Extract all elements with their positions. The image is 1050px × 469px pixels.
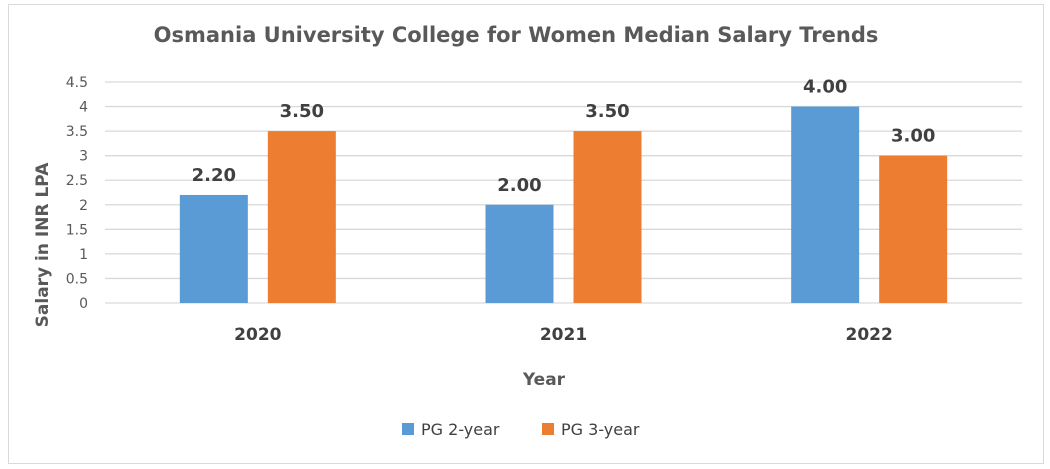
x-tick-label: 2022 xyxy=(846,325,893,345)
y-tick-label: 3.5 xyxy=(66,124,88,140)
y-tick-label: 1 xyxy=(79,247,88,263)
data-label: 2.00 xyxy=(497,175,541,196)
bar-pg-3-year-2020 xyxy=(267,131,336,303)
legend-label: PG 3-year xyxy=(561,420,640,439)
y-tick-label: 2 xyxy=(79,198,88,214)
x-axis-label: Year xyxy=(522,370,566,390)
y-tick-label: 3 xyxy=(79,149,88,165)
bar-pg-3-year-2021 xyxy=(573,131,642,303)
y-tick-label: 4 xyxy=(79,100,88,116)
bar-pg-2-year-2021 xyxy=(485,204,554,303)
y-tick-label: 2.5 xyxy=(66,173,88,189)
data-label: 3.00 xyxy=(891,126,935,147)
legend-swatch xyxy=(402,423,414,435)
data-label: 3.50 xyxy=(280,101,324,122)
legend: PG 2-year PG 3-year xyxy=(402,420,640,439)
y-tick-label: 0 xyxy=(79,296,88,312)
data-label: 3.50 xyxy=(585,101,629,122)
bar-pg-2-year-2020 xyxy=(179,194,248,303)
y-axis-label: Salary in INR LPA xyxy=(33,162,53,328)
legend-label: PG 2-year xyxy=(421,420,500,439)
data-label: 2.20 xyxy=(192,165,236,186)
y-tick-label: 1.5 xyxy=(66,222,88,238)
bar-pg-3-year-2022 xyxy=(879,155,948,303)
data-label: 4.00 xyxy=(803,77,847,98)
bar-pg-2-year-2022 xyxy=(791,106,860,303)
y-tick-label: 4.5 xyxy=(66,75,88,91)
x-tick-label: 2021 xyxy=(540,325,587,345)
chart-frame xyxy=(8,4,1044,464)
x-tick-label: 2020 xyxy=(234,325,281,345)
chart-title: Osmania University College for Women Med… xyxy=(154,23,879,47)
y-tick-label: 0.5 xyxy=(66,271,88,287)
legend-swatch xyxy=(542,423,554,435)
